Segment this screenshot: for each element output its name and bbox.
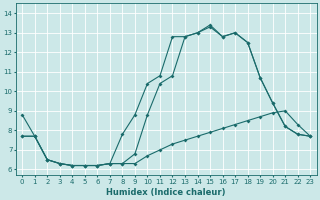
X-axis label: Humidex (Indice chaleur): Humidex (Indice chaleur) <box>107 188 226 197</box>
